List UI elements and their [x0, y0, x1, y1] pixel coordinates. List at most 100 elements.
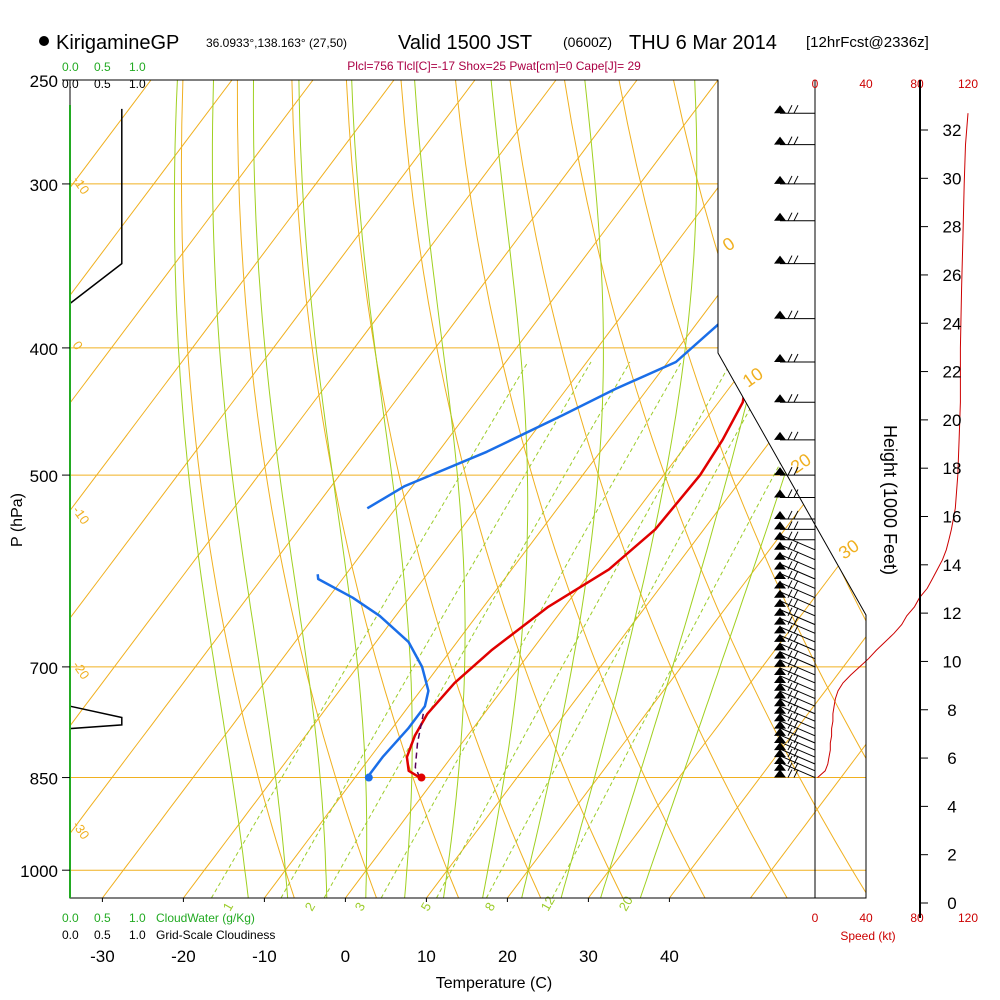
dry-adiabat-line — [509, 80, 788, 898]
cw-top-black-2: 1.0 — [129, 77, 146, 91]
dry-adiabat-line — [180, 80, 295, 898]
x-tick-label: -10 — [252, 947, 277, 966]
wind-barb-flag — [774, 674, 786, 683]
wind-barb-feather — [787, 598, 793, 608]
isotherm-line — [669, 80, 866, 898]
wind-barb — [774, 626, 816, 643]
wind-barb-feather — [787, 521, 793, 530]
mixing-ratio-line — [380, 361, 682, 898]
height-tick-label: 28 — [943, 218, 962, 237]
moist-adiabat-line — [252, 80, 328, 898]
height-tick-label: 18 — [943, 459, 962, 478]
wind-barb-feather — [787, 255, 793, 264]
isotherm-label: -10 — [70, 173, 93, 197]
height-tick-label: 0 — [947, 894, 956, 913]
wind-barb-flag — [774, 769, 786, 778]
wind-barb-feather — [787, 607, 793, 617]
wind-barb-feather — [787, 697, 793, 707]
height-tick-label: 32 — [943, 121, 962, 140]
wind-barb-feather — [793, 466, 799, 476]
wind-barb-flag — [774, 713, 786, 722]
wind-barb-feather — [787, 175, 793, 185]
dry-adiabat-label: 20 — [787, 449, 815, 477]
wind-barb-flag — [774, 353, 786, 362]
wind-barb-feather — [793, 489, 799, 498]
wind-barb-feather — [793, 175, 799, 185]
wind-barb — [774, 600, 816, 617]
wind-barb-feather — [787, 642, 793, 651]
moist-adiabat-line — [173, 80, 249, 898]
wind-barb — [774, 521, 815, 530]
y-tick-label: 300 — [30, 176, 58, 195]
cloudwater-bottom-ticks: 0.0 0.5 1.0 CloudWater (g/Kg) 0.0 0.5 1.… — [62, 911, 275, 942]
wind-barb — [774, 394, 815, 403]
cw-top-green-1: 0.5 — [94, 60, 111, 74]
wind-barb — [774, 582, 816, 599]
wind-barb-flag — [774, 212, 786, 221]
x-tick-label: 30 — [579, 947, 598, 966]
wind-barb — [774, 212, 815, 222]
wind-barb-feather — [787, 674, 793, 684]
height-tick-label: 14 — [943, 556, 962, 575]
wind-barb — [774, 353, 815, 363]
wind-barb-feather — [787, 633, 793, 643]
series-clip-group — [316, 108, 836, 779]
wind-barb — [774, 667, 816, 684]
dry-adiabat-line — [836, 80, 866, 898]
wind-barb-feather — [793, 598, 799, 608]
wind-barb-flag — [774, 589, 786, 598]
wind-barb-flag — [774, 571, 786, 580]
wind-barb-feather — [793, 650, 799, 659]
x-tick-label: 10 — [417, 947, 436, 966]
wind-barb-feather — [787, 650, 793, 659]
wind-barb — [774, 544, 816, 561]
x-tick-label: 40 — [660, 947, 679, 966]
wind-barb — [774, 683, 816, 700]
wind-barb — [774, 136, 815, 146]
height-tick-label: 4 — [947, 797, 956, 816]
wind-barb-feather — [793, 255, 799, 264]
mixing-ratio-line — [210, 361, 529, 898]
dewpoint-line — [366, 108, 828, 510]
wind-barb-feather — [793, 658, 799, 668]
wind-barb-flag — [774, 310, 786, 319]
wind-barb-feather — [787, 136, 793, 145]
wind-barb-flag — [774, 755, 786, 764]
wind-barb-flag — [774, 255, 786, 264]
moist-adiabat-line — [482, 80, 529, 898]
cw-bottom-green-label: CloudWater (g/Kg) — [156, 911, 255, 925]
wind-barb-feather — [793, 633, 799, 643]
wind-barb-feather — [787, 625, 793, 634]
cw-bottom-green-2: 1.0 — [129, 911, 146, 925]
isotherm-label: 0 — [70, 338, 86, 353]
moist-adiabat-line — [521, 80, 604, 898]
x-tick-label: -20 — [171, 947, 196, 966]
wind-barb-feather — [793, 310, 799, 319]
isotherm-label: -30 — [70, 818, 93, 842]
wind-barb-flag — [774, 541, 786, 550]
wind-barb-feather — [793, 551, 799, 560]
wind-barb-feather — [787, 353, 793, 363]
isotherm-line — [750, 80, 866, 898]
wind-barb-feather — [787, 510, 793, 520]
cloudiness-line — [69, 108, 123, 305]
speed-tick-label-bottom: 0 — [812, 911, 819, 925]
zulu-time: (0600Z) — [563, 34, 612, 50]
speed-axis-label: Speed (kt) — [840, 929, 895, 943]
wind-barb-feather — [793, 762, 799, 772]
y-tick-label: 1000 — [20, 862, 58, 881]
isotherm-line — [507, 80, 866, 898]
wind-barb-flag — [774, 682, 786, 691]
y-tick-label: 700 — [30, 659, 58, 678]
wind-barb — [774, 255, 815, 265]
wind-barb-flag — [774, 749, 786, 758]
speed-tick-label-bottom: 120 — [958, 911, 978, 925]
wind-barb-flag — [774, 727, 786, 736]
mixing-ratio-label: 2 — [302, 900, 319, 914]
wind-barb-flag — [774, 551, 786, 560]
wind-barb — [774, 643, 816, 660]
wind-barb-flag — [774, 625, 786, 634]
height-tick-label: 12 — [943, 604, 962, 623]
wind-barb — [774, 104, 815, 114]
y-tick-label: 850 — [30, 770, 58, 789]
